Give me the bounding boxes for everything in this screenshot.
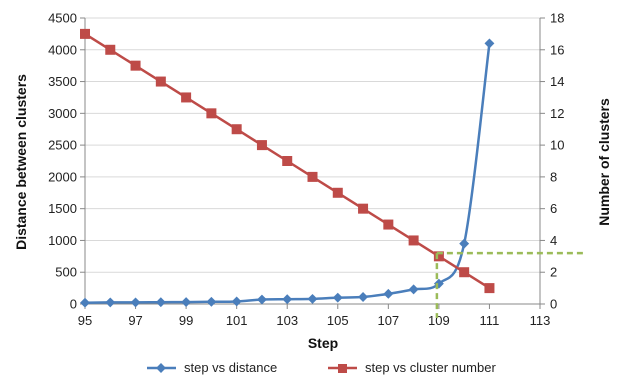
x-tick-label: 107 <box>377 313 399 328</box>
y2-tick-label: 18 <box>550 11 564 26</box>
y2-tick-label: 8 <box>550 169 557 184</box>
series-distance <box>80 38 495 308</box>
data-point <box>130 297 141 308</box>
data-point <box>358 203 369 214</box>
x-tick-label: 105 <box>327 313 349 328</box>
y-tick-label: 1000 <box>48 233 77 248</box>
data-point <box>383 288 394 299</box>
data-point <box>282 156 293 166</box>
data-point <box>459 267 470 278</box>
legend-label-distance: step vs distance <box>184 360 277 375</box>
legend: step vs distance step vs cluster number <box>147 360 496 375</box>
y-tick-label: 500 <box>55 265 77 280</box>
data-point <box>105 297 116 308</box>
data-point <box>130 60 141 71</box>
x-tick-label: 113 <box>530 313 551 328</box>
gridlines <box>85 17 540 273</box>
series-cluster-number <box>80 28 495 294</box>
y2-tick-label: 14 <box>550 74 564 89</box>
y2-tick-label: 2 <box>550 265 557 280</box>
data-point <box>256 140 267 151</box>
legend-item-distance: step vs distance <box>147 360 277 375</box>
y-tick-label: 4000 <box>48 42 77 57</box>
data-point <box>332 292 343 303</box>
data-point <box>256 294 267 305</box>
data-point <box>408 284 419 295</box>
x-tick-label: 99 <box>179 313 193 328</box>
data-point <box>408 235 419 246</box>
x-axis-title: Step <box>308 335 338 351</box>
y2-tick-label: 12 <box>550 106 564 121</box>
data-point <box>105 44 116 55</box>
x-axis-ticks: 95 97 99 101 103 105 107 109 111 113 <box>78 304 551 328</box>
y-tick-label: 3000 <box>48 106 77 121</box>
legend-label-cluster-number: step vs cluster number <box>365 360 496 375</box>
data-point <box>206 296 217 307</box>
data-point <box>358 292 369 302</box>
data-point <box>282 294 293 305</box>
y2-tick-label: 10 <box>550 138 564 153</box>
x-tick-label: 111 <box>480 313 500 328</box>
legend-marker-distance <box>156 363 166 373</box>
data-point <box>307 293 318 304</box>
data-point <box>332 187 343 198</box>
legend-marker-cluster-number <box>338 364 347 373</box>
data-point <box>181 297 192 308</box>
y2-tick-label: 4 <box>550 233 557 248</box>
data-point <box>484 38 495 49</box>
left-axis-ticks: 0 500 1000 1500 2000 2500 3000 3500 4000 4500 <box>48 11 85 312</box>
data-point <box>155 297 166 308</box>
x-tick-label: 95 <box>78 313 92 328</box>
data-point <box>433 251 444 262</box>
y-tick-label: 1500 <box>48 201 77 216</box>
x-tick-label: 101 <box>226 313 248 328</box>
data-point <box>459 238 470 249</box>
data-point <box>231 124 242 135</box>
data-point <box>206 108 217 119</box>
y-tick-label: 3500 <box>48 74 77 89</box>
data-point <box>155 76 166 87</box>
y-axis-title: Distance between clusters <box>13 74 29 250</box>
data-point <box>383 219 394 230</box>
y2-tick-label: 6 <box>550 201 557 216</box>
data-point <box>484 283 495 294</box>
y2-tick-label: 0 <box>550 297 557 312</box>
right-axis-ticks: 0 2 4 6 8 10 12 14 16 18 <box>540 11 564 312</box>
axes <box>84 18 541 305</box>
x-tick-label: 97 <box>128 313 142 328</box>
data-point <box>80 28 90 39</box>
y-tick-label: 0 <box>70 297 77 312</box>
series-line <box>84 43 491 304</box>
y-tick-label: 2000 <box>48 169 77 184</box>
y-tick-label: 4500 <box>48 11 77 26</box>
y2-tick-label: 16 <box>550 42 564 57</box>
data-point <box>231 296 242 307</box>
y-tick-label: 2500 <box>48 138 77 153</box>
data-point <box>181 92 192 103</box>
data-point <box>80 297 90 308</box>
annotation-layer <box>435 251 585 318</box>
data-point <box>307 171 318 182</box>
y2-axis-title: Number of clusters <box>596 98 612 226</box>
x-tick-label: 103 <box>276 313 298 328</box>
legend-item-cluster-number: step vs cluster number <box>328 360 496 375</box>
x-tick-label: 109 <box>428 313 450 328</box>
series-layer <box>80 28 495 308</box>
